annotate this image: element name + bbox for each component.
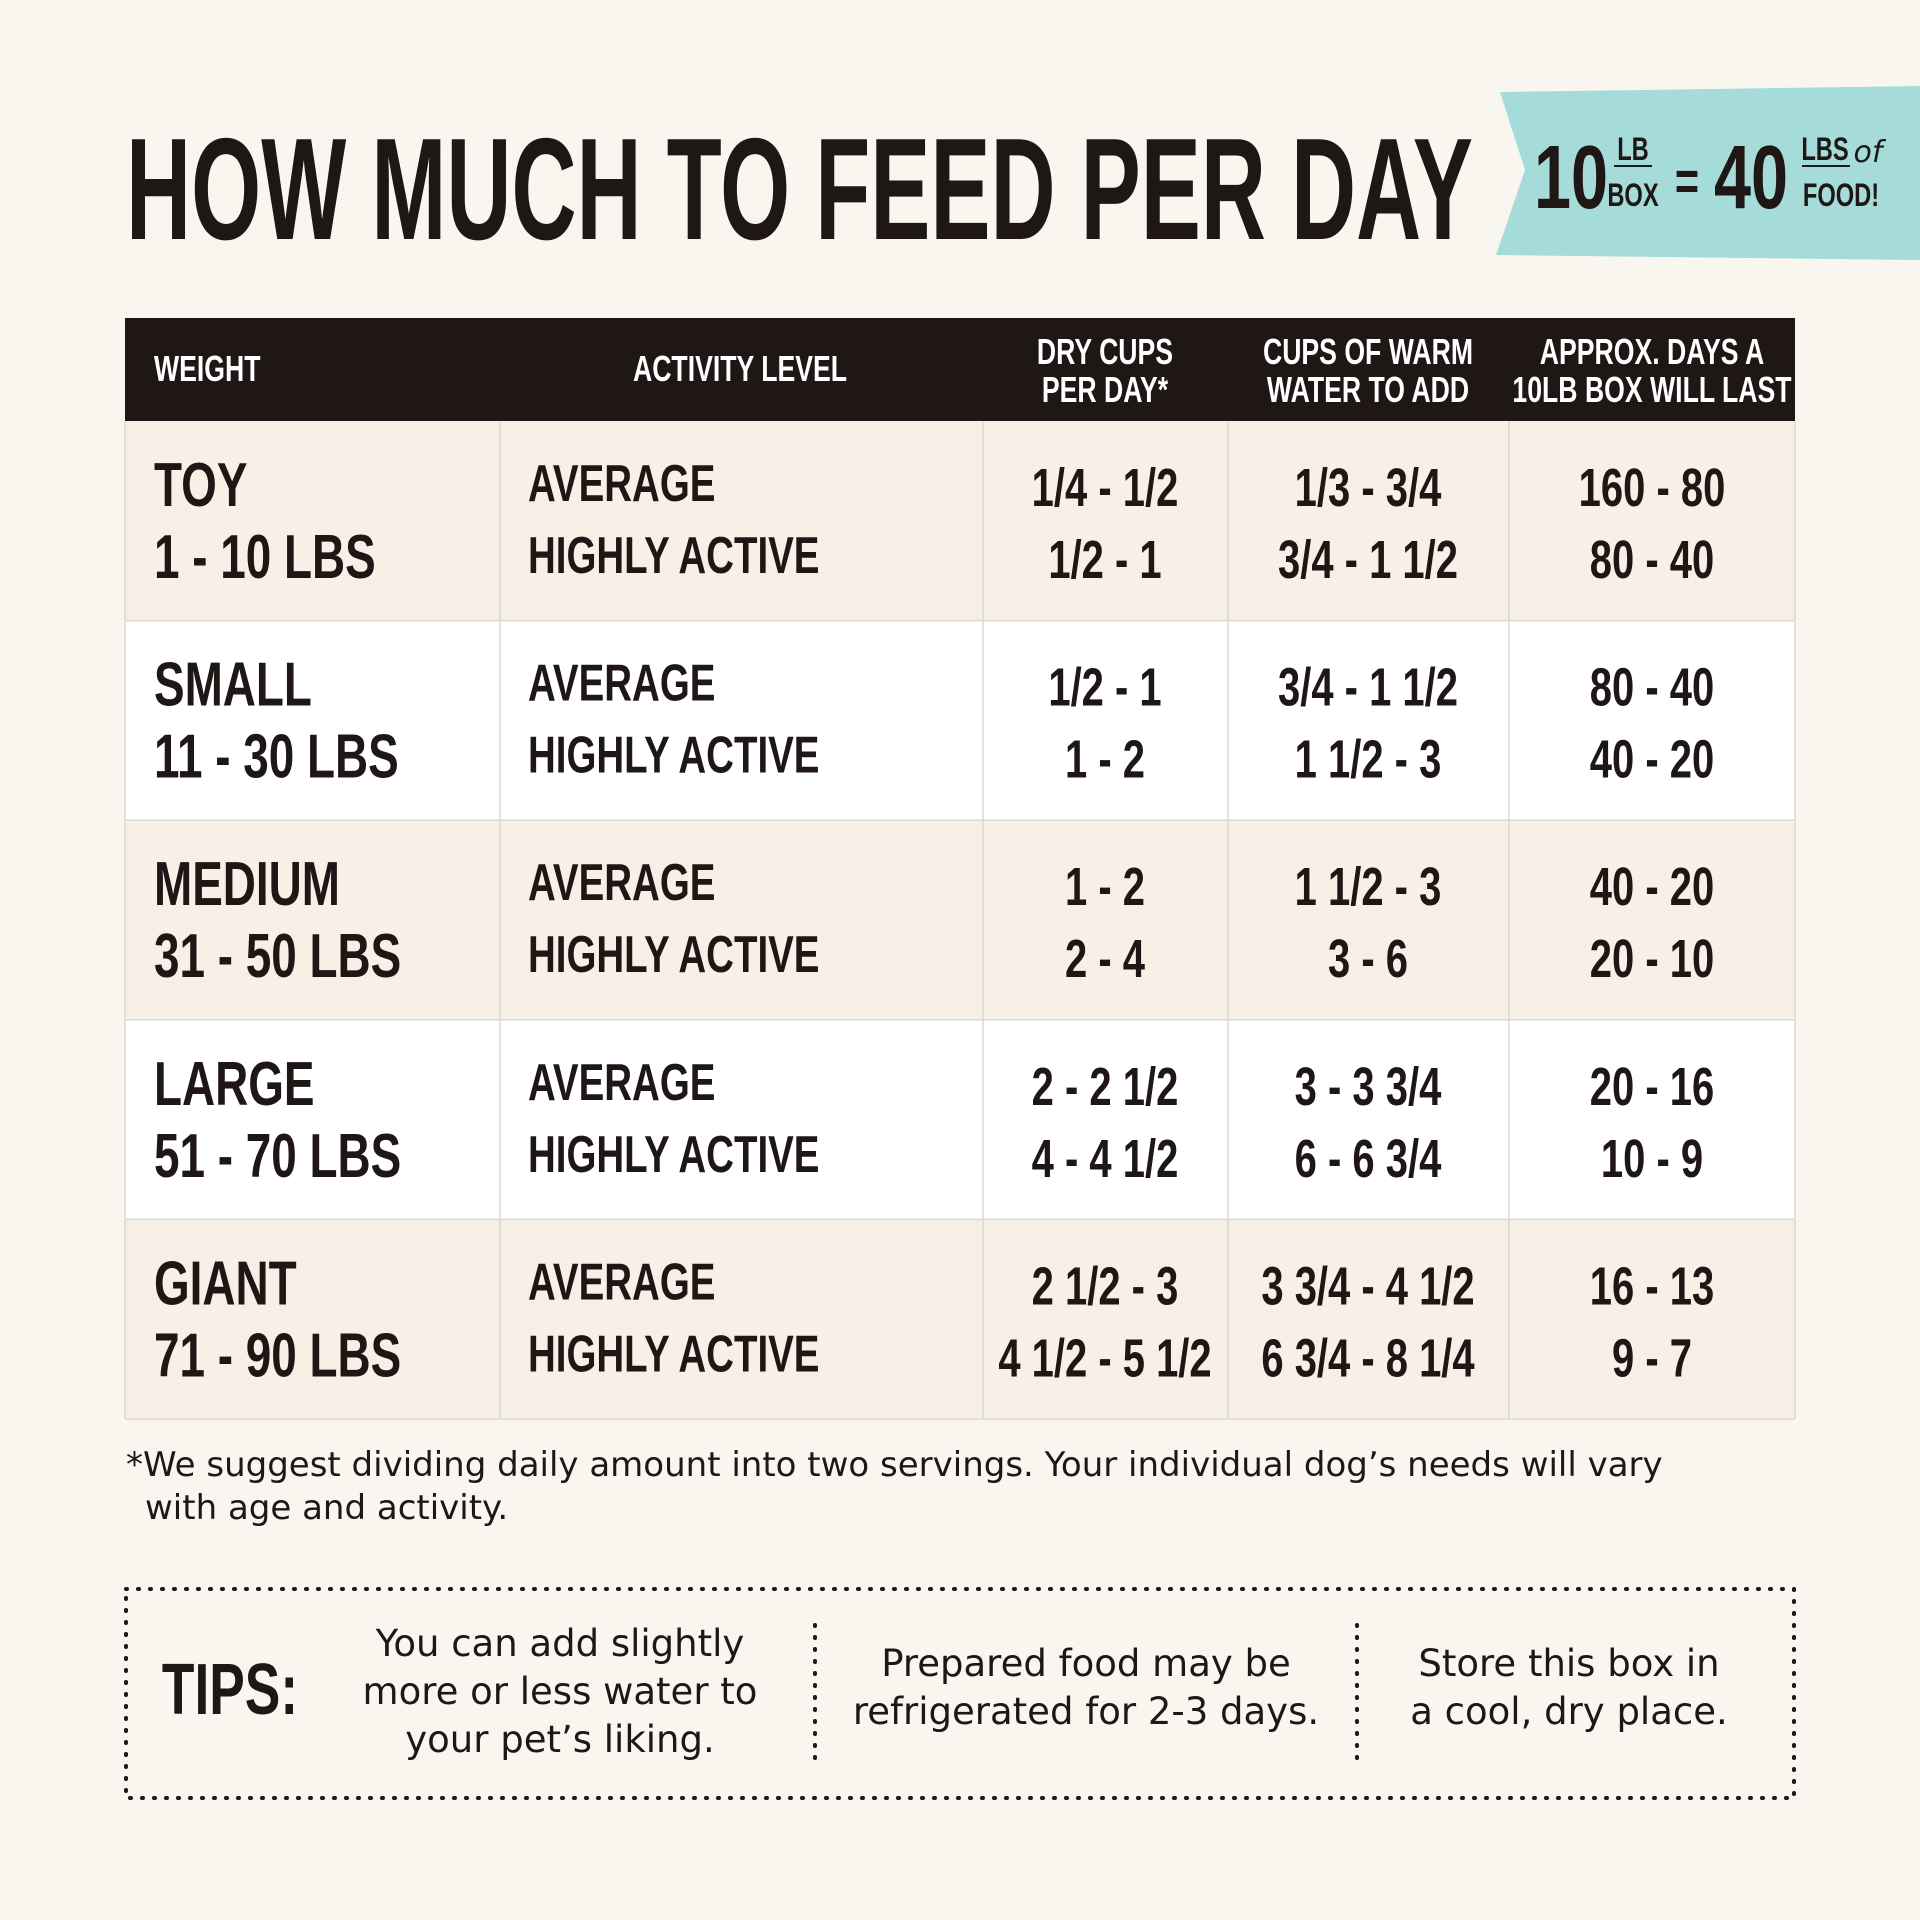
badge-number: 10 (1534, 126, 1608, 227)
column-header: WATER TO ADD (1267, 369, 1469, 410)
dry-cups: 2 - 4 (1065, 929, 1145, 989)
dry-cups: 4 1/2 - 5 1/2 (998, 1329, 1211, 1389)
footnote: with age and activity. (145, 1488, 508, 1528)
column-header: ACTIVITY LEVEL (633, 348, 847, 389)
column-header: APPROX. DAYS A (1540, 331, 1765, 372)
tip-text: your pet’s liking. (405, 1718, 714, 1761)
days-lasting: 80 - 40 (1590, 658, 1714, 718)
dry-cups: 2 - 2 1/2 (1032, 1057, 1179, 1117)
weight-range: 11 - 30 LBS (154, 722, 399, 791)
water-cups: 3/4 - 1 1/2 (1278, 530, 1458, 590)
tip-text: refrigerated for 2-3 days. (853, 1690, 1319, 1733)
dry-cups: 1/4 - 1/2 (1032, 458, 1179, 518)
activity-level: AVERAGE (528, 654, 715, 712)
activity-level: AVERAGE (528, 854, 715, 912)
weight-class: LARGE (154, 1049, 315, 1118)
table-row-bg (125, 620, 1795, 821)
tip-text: You can add slightly (375, 1622, 745, 1665)
tip-text: a cool, dry place. (1410, 1690, 1728, 1733)
activity-level: HIGHLY ACTIVE (528, 726, 819, 784)
water-cups: 3 - 3 3/4 (1295, 1057, 1442, 1117)
activity-level: HIGHLY ACTIVE (528, 926, 819, 984)
days-lasting: 16 - 13 (1590, 1257, 1714, 1317)
table-header-bg (125, 318, 1795, 421)
weight-class: MEDIUM (154, 849, 340, 918)
weight-class: TOY (154, 450, 247, 519)
column-header: DRY CUPS (1037, 331, 1173, 372)
table-row-bg (125, 1019, 1795, 1220)
activity-level: AVERAGE (528, 1053, 715, 1111)
days-lasting: 80 - 40 (1590, 530, 1714, 590)
water-cups: 1/3 - 3/4 (1295, 458, 1442, 518)
badge-unit: LBS (1801, 132, 1848, 167)
days-lasting: 9 - 7 (1612, 1329, 1692, 1389)
badge-unit: FOOD! (1803, 178, 1879, 213)
column-header: 10LB BOX WILL LAST (1512, 369, 1791, 410)
badge-equals: = (1675, 150, 1699, 213)
activity-level: HIGHLY ACTIVE (528, 1325, 819, 1383)
footnote: *We suggest dividing daily amount into t… (126, 1445, 1663, 1485)
water-cups: 6 - 6 3/4 (1295, 1129, 1442, 1189)
column-header: CUPS OF WARM (1263, 331, 1473, 372)
title: HOW MUCH TO FEED PER DAY (126, 108, 1473, 270)
water-cups: 1 1/2 - 3 (1295, 857, 1442, 917)
tip-text: Prepared food may be (881, 1642, 1291, 1685)
tips-label: TIPS: (162, 1650, 298, 1730)
badge-unit: LB (1617, 132, 1649, 167)
column-header: PER DAY* (1042, 369, 1169, 410)
table-row-bg (125, 820, 1795, 1020)
dry-cups: 2 1/2 - 3 (1032, 1257, 1179, 1317)
table-row-bg (125, 1219, 1795, 1419)
badge-number: 40 (1714, 126, 1788, 227)
water-cups: 1 1/2 - 3 (1295, 730, 1442, 790)
dry-cups: 1/2 - 1 (1048, 530, 1161, 590)
days-lasting: 160 - 80 (1579, 458, 1726, 518)
weight-range: 71 - 90 LBS (154, 1321, 401, 1390)
days-lasting: 40 - 20 (1590, 857, 1714, 917)
weight-class: SMALL (154, 650, 312, 719)
tip-text: Store this box in (1418, 1642, 1719, 1685)
dry-cups: 1 - 2 (1065, 857, 1145, 917)
weight-range: 51 - 70 LBS (154, 1121, 401, 1190)
badge-background (1496, 86, 1920, 260)
dry-cups: 1/2 - 1 (1048, 658, 1161, 718)
weight-range: 1 - 10 LBS (154, 522, 376, 591)
column-header: WEIGHT (154, 348, 261, 389)
badge-unit: of (1854, 135, 1887, 170)
activity-level: HIGHLY ACTIVE (528, 1125, 819, 1183)
days-lasting: 40 - 20 (1590, 730, 1714, 790)
table-row-bg (125, 421, 1795, 621)
badge-unit: BOX (1607, 178, 1658, 213)
days-lasting: 20 - 16 (1590, 1057, 1714, 1117)
activity-level: HIGHLY ACTIVE (528, 526, 819, 584)
activity-level: AVERAGE (528, 454, 715, 512)
water-cups: 6 3/4 - 8 1/4 (1261, 1329, 1475, 1389)
water-cups: 3 - 6 (1328, 929, 1408, 989)
weight-range: 31 - 50 LBS (154, 921, 401, 990)
weight-class: GIANT (154, 1249, 297, 1318)
days-lasting: 20 - 10 (1590, 929, 1714, 989)
days-lasting: 10 - 9 (1601, 1129, 1703, 1189)
water-cups: 3/4 - 1 1/2 (1278, 658, 1458, 718)
activity-level: AVERAGE (528, 1253, 715, 1311)
tip-text: more or less water to (363, 1670, 758, 1713)
dry-cups: 1 - 2 (1065, 730, 1145, 790)
dry-cups: 4 - 4 1/2 (1032, 1129, 1179, 1189)
water-cups: 3 3/4 - 4 1/2 (1261, 1257, 1474, 1317)
tips-border (124, 1587, 1796, 1800)
